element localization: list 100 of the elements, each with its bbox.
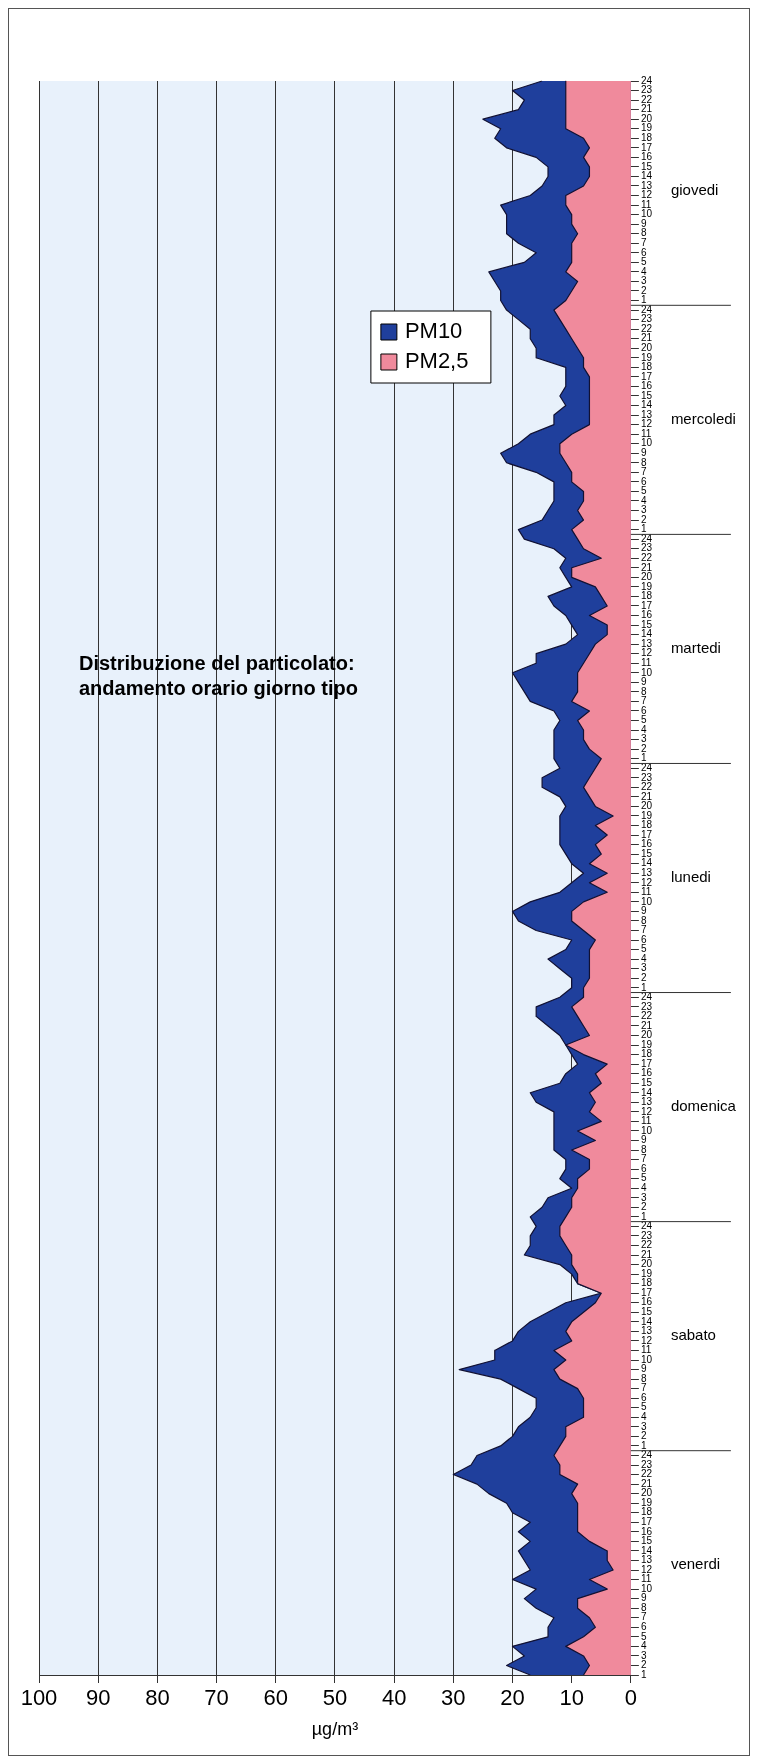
y-tick-label: 19	[640, 122, 653, 134]
y-tick-label: 23	[640, 542, 653, 554]
x-tick-label: 90	[85, 1685, 111, 1711]
y-tick-label: 24	[640, 991, 653, 1003]
y-tick-label: 9	[640, 676, 647, 688]
y-tick-label: 14	[640, 1086, 653, 1098]
y-tick-label: 7	[640, 695, 647, 707]
y-tick-label: 22	[640, 1010, 653, 1022]
y-tick-label: 4	[640, 1411, 647, 1423]
y-tick-label: 15	[640, 389, 653, 401]
text: venerdi	[670, 1555, 721, 1573]
y-tick-label: 3	[640, 1649, 647, 1661]
y-tick-label: 20	[640, 342, 653, 354]
y-tick-label: 20	[640, 571, 653, 583]
y-tick-label: 19	[640, 1496, 653, 1508]
y-tick-label: 21	[640, 1019, 653, 1031]
y-tick-label: 24	[640, 303, 653, 315]
y-tick-label: 21	[640, 1248, 653, 1260]
y-tick-label: 23	[640, 1458, 653, 1470]
y-tick-label: 18	[640, 361, 653, 373]
y-tick-label: 7	[640, 924, 647, 936]
y-tick-label: 24	[640, 1449, 653, 1461]
y-tick-label: 23	[640, 1000, 653, 1012]
y-tick-label: 11	[640, 886, 652, 898]
y-tick-label: 12	[640, 1334, 653, 1346]
x-axis-title: µg/m³	[311, 1719, 359, 1740]
y-tick-label: 6	[640, 704, 647, 716]
y-tick-label: 16	[640, 380, 653, 392]
y-tick-label: 5	[640, 1630, 647, 1642]
y-tick-label: 16	[640, 1067, 653, 1079]
y-tick-label: 18	[640, 819, 653, 831]
y-tick-label: 9	[640, 1134, 647, 1146]
y-tick-label: 6	[640, 1391, 647, 1403]
y-tick-label: 7	[640, 237, 647, 249]
y-tick-label: 3	[640, 504, 647, 516]
y-tick-label: 20	[640, 1258, 653, 1270]
y-tick-label: 24	[640, 532, 653, 544]
y-tick-label: 23	[640, 84, 653, 96]
y-tick-label: 10	[640, 1124, 653, 1136]
y-tick-label: 7	[640, 1611, 647, 1623]
y-tick-label: 22	[640, 322, 653, 334]
text: martedi	[670, 639, 721, 657]
x-tick-label: 10	[559, 1685, 584, 1711]
y-tick-label: 9	[640, 217, 647, 229]
x-tick-label: 30	[441, 1685, 466, 1711]
y-tick-label: 3	[640, 1191, 647, 1203]
y-tick-label: 15	[640, 1306, 653, 1318]
x-tick-label: 100	[20, 1685, 58, 1711]
y-tick-label: 12	[640, 1563, 653, 1575]
y-tick-label: 18	[640, 1277, 653, 1289]
y-tick-label: 18	[640, 1506, 653, 1518]
y-tick-label: 20	[640, 112, 653, 124]
y-tick-label: 17	[640, 141, 653, 153]
y-tick-label: 7	[640, 466, 647, 478]
y-tick-label: 5	[640, 1172, 647, 1184]
y-tick-label: 19	[640, 351, 653, 363]
y-tick-label: 5	[640, 485, 647, 497]
y-tick-label: 12	[640, 418, 653, 430]
y-tick-label: 4	[640, 1181, 647, 1193]
y-tick-label: 21	[640, 790, 653, 802]
x-tick-label: 50	[322, 1685, 348, 1711]
y-tick-label: 10	[640, 1582, 653, 1594]
y-tick-label: 2	[640, 971, 647, 983]
y-tick-label: 15	[640, 160, 653, 172]
y-tick-label: 9	[640, 1592, 647, 1604]
y-tick-label: 17	[640, 828, 653, 840]
y-tick-label: 8	[640, 685, 647, 697]
y-tick-label: 4	[640, 265, 647, 277]
y-tick-label: 7	[640, 1382, 647, 1394]
x-tick-label: 80	[145, 1685, 170, 1711]
y-tick-label: 8	[640, 456, 647, 468]
y-tick-label: 16	[640, 1525, 653, 1537]
text: giovedi	[670, 180, 719, 198]
y-tick-label: 11	[640, 1344, 652, 1356]
y-tick-label: 2	[640, 1659, 647, 1671]
y-tick-label: 17	[640, 370, 653, 382]
y-tick-label: 6	[640, 1162, 647, 1174]
y-tick-label: 5	[640, 1401, 647, 1413]
y-tick-label: 9	[640, 905, 647, 917]
y-tick-label: 20	[640, 1029, 653, 1041]
y-tick-label: 10	[640, 1353, 653, 1365]
y-tick-label: 19	[640, 1267, 653, 1279]
y-tick-label: 11	[640, 427, 652, 439]
y-tick-label: 13	[640, 408, 653, 420]
y-tick-label: 13	[640, 1554, 653, 1566]
y-tick-label: 15	[640, 1076, 653, 1088]
y-tick-label: 2	[640, 1430, 647, 1442]
y-tick-label: 3	[640, 733, 647, 745]
y-tick-label: 17	[640, 1286, 653, 1298]
x-tick-label: 60	[263, 1685, 288, 1711]
y-tick-label: 1	[640, 752, 647, 764]
y-tick-label: 18	[640, 132, 653, 144]
y-tick-label: 8	[640, 1601, 647, 1613]
y-tick-label: 17	[640, 1057, 653, 1069]
y-tick-label: 2	[640, 1201, 647, 1213]
y-tick-label: 13	[640, 1096, 653, 1108]
y-tick-label: 2	[640, 284, 647, 296]
y-tick-label: 6	[640, 1621, 647, 1633]
y-tick-label: 5	[640, 714, 647, 726]
y-tick-label: 13	[640, 1325, 653, 1337]
